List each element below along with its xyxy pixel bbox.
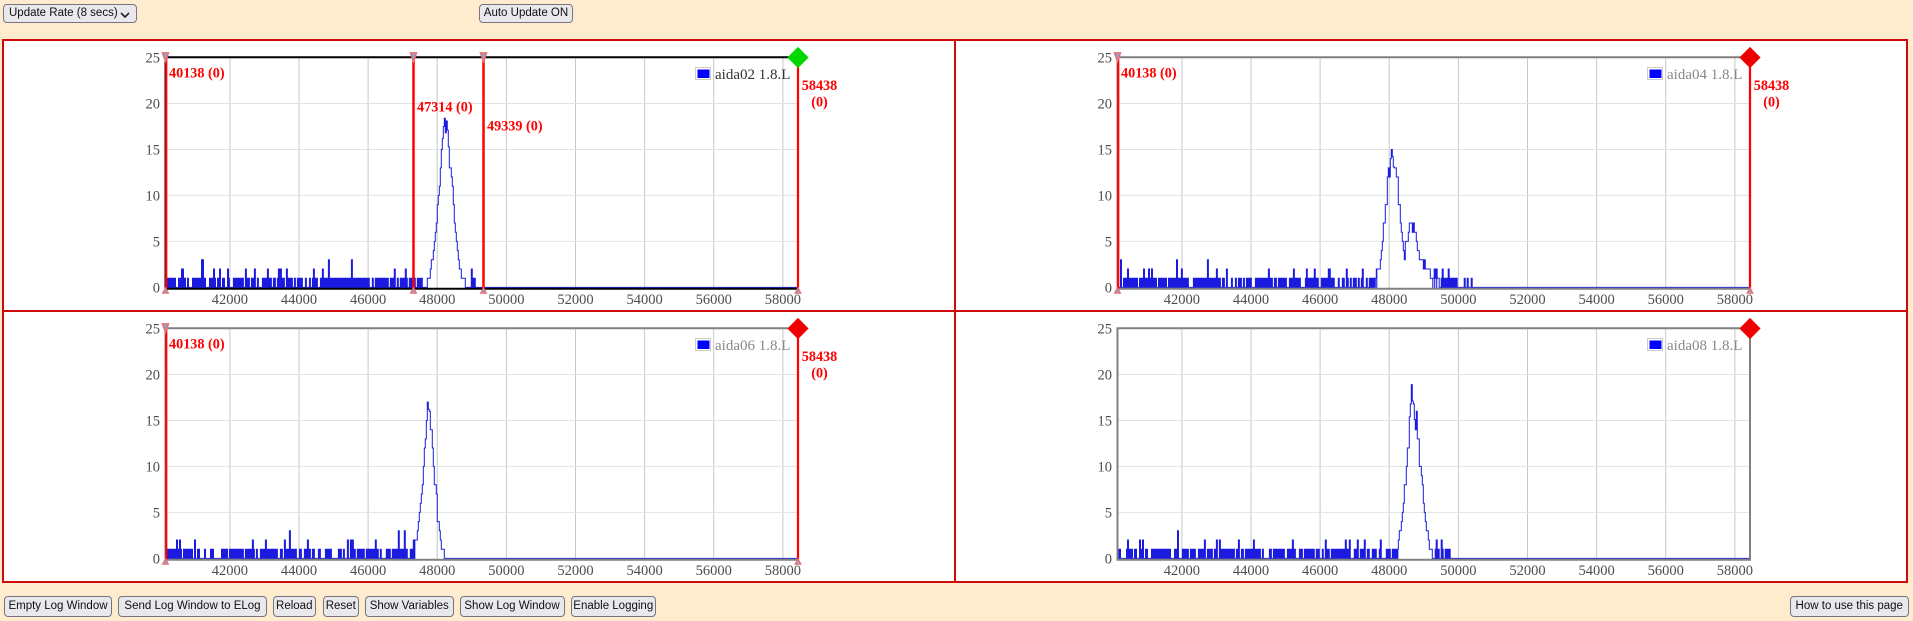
- svg-text:aida02 1.8.L: aida02 1.8.L: [715, 67, 790, 83]
- svg-text:0: 0: [1105, 280, 1112, 296]
- svg-text:(0): (0): [1763, 94, 1780, 110]
- svg-text:5: 5: [1105, 234, 1112, 250]
- svg-text:46000: 46000: [1302, 563, 1338, 579]
- svg-text:5: 5: [1105, 505, 1112, 521]
- svg-text:10: 10: [146, 188, 161, 204]
- svg-text:50000: 50000: [1440, 292, 1476, 308]
- svg-text:5: 5: [153, 505, 160, 521]
- svg-text:52000: 52000: [557, 292, 593, 308]
- svg-text:40138 (0): 40138 (0): [169, 337, 225, 353]
- svg-text:52000: 52000: [557, 563, 593, 579]
- svg-text:58000: 58000: [1717, 292, 1753, 308]
- svg-text:48000: 48000: [419, 563, 455, 579]
- svg-text:42000: 42000: [212, 563, 248, 579]
- svg-text:50000: 50000: [488, 563, 524, 579]
- svg-text:20: 20: [146, 96, 161, 112]
- svg-text:48000: 48000: [1371, 563, 1407, 579]
- svg-text:54000: 54000: [626, 563, 662, 579]
- svg-text:48000: 48000: [419, 292, 455, 308]
- svg-text:(0): (0): [811, 94, 828, 110]
- svg-text:54000: 54000: [1578, 563, 1614, 579]
- svg-text:aida06 1.8.L: aida06 1.8.L: [715, 338, 790, 354]
- svg-text:54000: 54000: [626, 292, 662, 308]
- svg-text:40138 (0): 40138 (0): [1121, 65, 1177, 81]
- svg-text:0: 0: [153, 280, 160, 296]
- svg-text:0: 0: [1105, 551, 1112, 567]
- svg-text:42000: 42000: [1164, 563, 1200, 579]
- svg-text:56000: 56000: [1648, 563, 1684, 579]
- svg-text:15: 15: [146, 414, 161, 430]
- svg-text:25: 25: [1098, 50, 1113, 66]
- svg-text:58000: 58000: [1717, 563, 1753, 579]
- svg-text:44000: 44000: [1233, 292, 1269, 308]
- svg-text:20: 20: [1098, 368, 1113, 384]
- svg-text:47314 (0): 47314 (0): [417, 99, 473, 115]
- svg-text:50000: 50000: [1440, 563, 1476, 579]
- svg-text:10: 10: [1098, 188, 1113, 204]
- svg-text:20: 20: [1098, 96, 1113, 112]
- svg-text:42000: 42000: [1164, 292, 1200, 308]
- svg-text:25: 25: [146, 322, 161, 338]
- svg-text:58000: 58000: [765, 292, 801, 308]
- svg-text:54000: 54000: [1578, 292, 1614, 308]
- svg-text:50000: 50000: [488, 292, 524, 308]
- svg-text:56000: 56000: [696, 563, 732, 579]
- svg-text:15: 15: [1098, 142, 1113, 158]
- svg-text:0: 0: [153, 551, 160, 567]
- svg-text:44000: 44000: [281, 292, 317, 308]
- svg-text:10: 10: [146, 459, 161, 475]
- svg-text:46000: 46000: [350, 563, 386, 579]
- svg-text:42000: 42000: [212, 292, 248, 308]
- svg-text:58438: 58438: [802, 349, 837, 365]
- svg-text:56000: 56000: [1648, 292, 1684, 308]
- svg-text:15: 15: [146, 142, 161, 158]
- svg-text:56000: 56000: [696, 292, 732, 308]
- svg-text:46000: 46000: [350, 292, 386, 308]
- svg-text:58438: 58438: [1754, 78, 1789, 94]
- svg-text:25: 25: [1098, 322, 1113, 338]
- svg-text:40138 (0): 40138 (0): [169, 65, 225, 81]
- svg-text:58438: 58438: [802, 78, 837, 94]
- svg-text:15: 15: [1098, 414, 1113, 430]
- svg-text:44000: 44000: [1233, 563, 1269, 579]
- svg-text:5: 5: [153, 234, 160, 250]
- svg-text:46000: 46000: [1302, 292, 1338, 308]
- svg-text:48000: 48000: [1371, 292, 1407, 308]
- svg-text:aida04 1.8.L: aida04 1.8.L: [1667, 67, 1742, 83]
- svg-text:49339 (0): 49339 (0): [487, 118, 543, 134]
- svg-text:52000: 52000: [1509, 292, 1545, 308]
- svg-text:(0): (0): [811, 366, 828, 382]
- svg-text:52000: 52000: [1509, 563, 1545, 579]
- svg-text:58000: 58000: [765, 563, 801, 579]
- svg-text:10: 10: [1098, 459, 1113, 475]
- svg-text:aida08 1.8.L: aida08 1.8.L: [1667, 338, 1742, 354]
- svg-text:20: 20: [146, 368, 161, 384]
- svg-text:25: 25: [146, 50, 161, 66]
- svg-text:44000: 44000: [281, 563, 317, 579]
